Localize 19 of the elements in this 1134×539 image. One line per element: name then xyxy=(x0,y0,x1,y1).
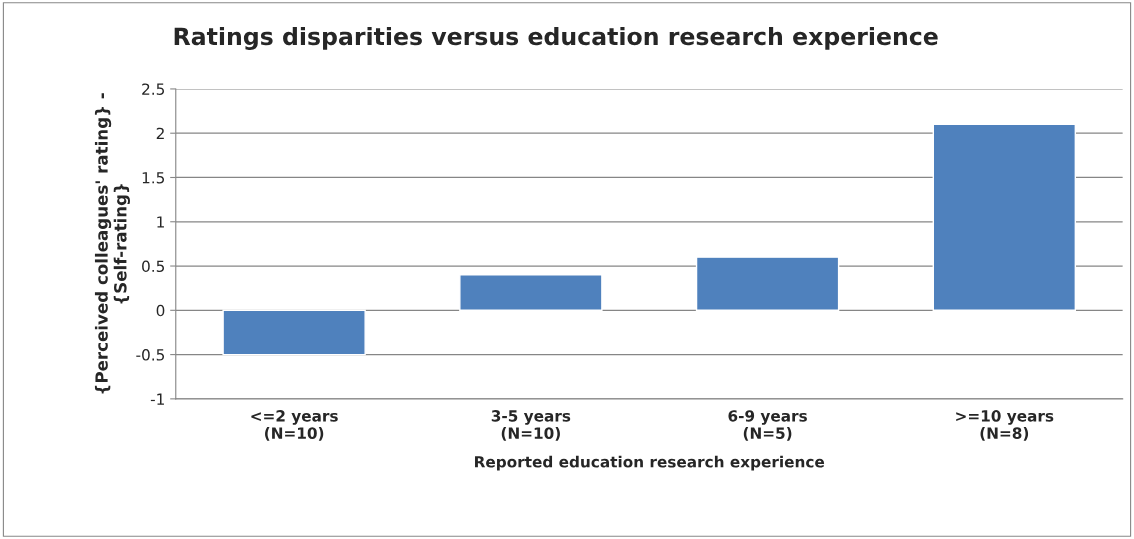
bar xyxy=(222,309,366,356)
x-tick-label: <=2 years (N=10) xyxy=(251,410,338,441)
y-tick-label: 2 xyxy=(156,127,164,140)
x-axis-title: Reported education research experience xyxy=(475,455,825,471)
bar xyxy=(459,274,603,312)
x-tick-label: 6-9 years (N=5) xyxy=(728,410,807,441)
y-tick-label: 0.5 xyxy=(142,260,165,273)
x-tick-label: 3-5 years (N=10) xyxy=(491,410,571,441)
x-tick-label: >=10 years (N=8) xyxy=(956,410,1054,441)
bar xyxy=(695,256,840,312)
y-axis-title: {Perceived colleagues' rating} - {Self-rating} xyxy=(94,93,130,394)
y-tick-label: -0.5 xyxy=(136,349,165,361)
y-tick-label: 0 xyxy=(156,304,165,317)
bar xyxy=(932,123,1077,312)
y-tick-label: 1 xyxy=(157,216,164,228)
chart-title: Ratings disparities versus education research experience xyxy=(174,26,938,50)
y-tick-label: 1.5 xyxy=(142,172,165,184)
y-tick-label: 2.5 xyxy=(142,83,165,95)
y-tick-label: -1 xyxy=(150,393,164,405)
